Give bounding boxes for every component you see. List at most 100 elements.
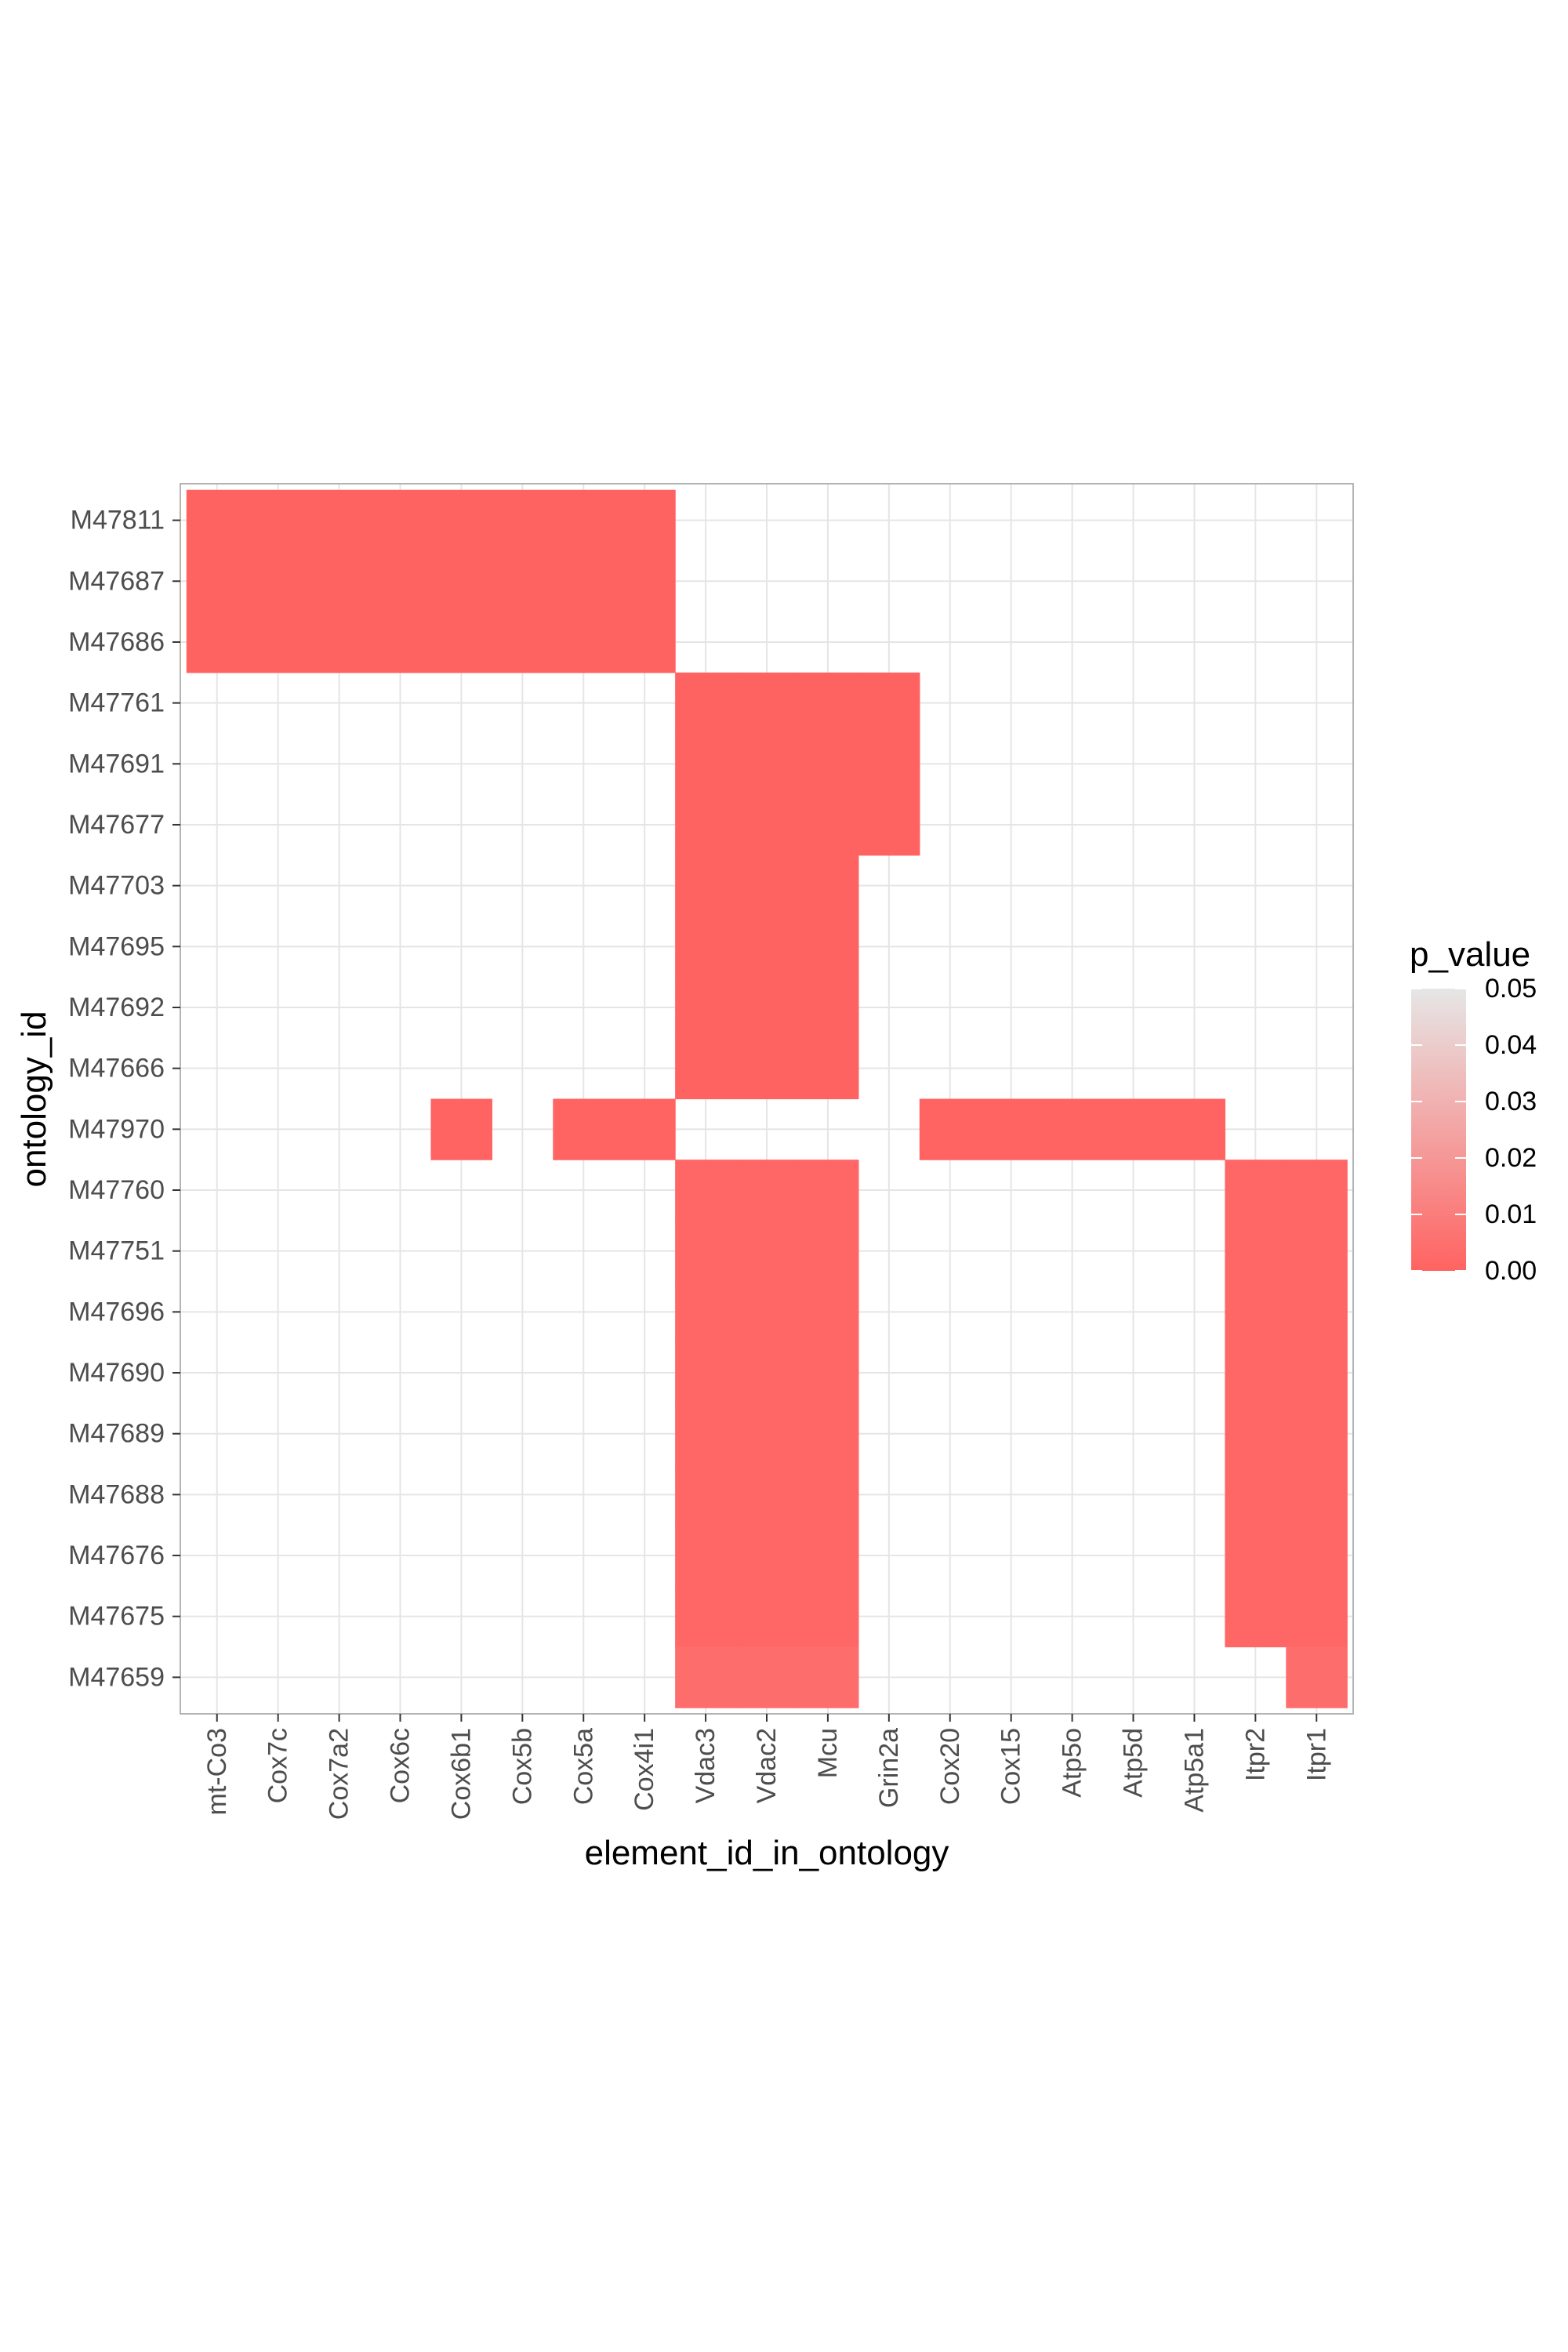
heatmap-cell	[492, 489, 554, 552]
heatmap-cell	[675, 1281, 737, 1343]
heatmap-cell	[797, 733, 859, 795]
x-tick-label: Atp5o	[1058, 1728, 1087, 1798]
heatmap-cell	[797, 1585, 859, 1648]
y-tick-label: M47692	[68, 993, 165, 1022]
x-tick-label: Cox5a	[568, 1728, 598, 1805]
heatmap-cell	[675, 794, 737, 856]
heatmap-cell	[1225, 1403, 1287, 1465]
heatmap-cell	[430, 612, 492, 673]
heatmap-cell	[736, 1342, 798, 1404]
heatmap-cell	[736, 916, 798, 978]
heatmap-cell	[675, 1403, 737, 1465]
heatmap-cell	[736, 1646, 798, 1708]
heatmap-cell	[675, 1160, 737, 1221]
heatmap-cell	[430, 1098, 492, 1160]
heatmap-cell	[1286, 1464, 1348, 1526]
x-tick-label: Cox6c	[386, 1728, 416, 1803]
heatmap-cell	[1286, 1585, 1348, 1648]
y-tick-label: M47811	[71, 506, 165, 535]
legend-tick-label: 0.02	[1485, 1143, 1537, 1173]
x-tick-label: Cox4i1	[630, 1728, 659, 1811]
heatmap-cell	[736, 1403, 798, 1465]
heatmap-cell	[1286, 1281, 1348, 1343]
heatmap-cell	[919, 1098, 982, 1160]
heatmap-cell	[736, 1281, 798, 1343]
x-tick-label: Atp5d	[1119, 1728, 1149, 1798]
x-tick-label: Itpr1	[1301, 1728, 1331, 1781]
heatmap-cell	[980, 1098, 1043, 1160]
heatmap-cell	[858, 794, 920, 856]
y-tick-label: M47703	[68, 871, 165, 901]
heatmap-cell	[797, 794, 859, 856]
heatmap-cell	[553, 612, 615, 673]
x-tick-label: Vdac3	[691, 1728, 720, 1803]
heatmap-cell	[675, 672, 737, 735]
heatmap-cell	[1225, 1220, 1287, 1283]
y-tick-label: M47675	[68, 1602, 165, 1632]
heatmap-cell	[492, 550, 554, 612]
heatmap-cell	[675, 1525, 737, 1587]
heatmap-cell	[1286, 1646, 1348, 1708]
heatmap-cell	[736, 1585, 798, 1648]
heatmap-cell	[797, 1220, 859, 1283]
legend-tick-label: 0.00	[1485, 1256, 1537, 1286]
y-tick-label: M47695	[68, 931, 165, 961]
x-tick-label: Cox7a2	[325, 1728, 354, 1820]
heatmap-cell	[308, 550, 371, 612]
x-tick-label: Cox5b	[507, 1728, 537, 1805]
y-tick-label: M47686	[68, 627, 165, 657]
heatmap-cell	[430, 550, 492, 612]
x-tick-label: Cox7c	[263, 1728, 293, 1803]
heatmap-cell	[736, 855, 798, 917]
heatmap-cell	[553, 489, 615, 552]
heatmap-cell	[675, 977, 737, 1039]
heatmap-cell	[797, 1342, 859, 1404]
heatmap-cell	[1286, 1403, 1348, 1465]
heatmap-cell	[369, 612, 432, 673]
y-tick-label: M47688	[68, 1479, 165, 1509]
heatmap-cell	[1225, 1585, 1287, 1648]
heatmap-cell	[430, 489, 492, 552]
y-tick-label: M47659	[68, 1662, 165, 1692]
heatmap-cell	[614, 550, 676, 612]
legend-tick-label: 0.05	[1485, 974, 1537, 1004]
heatmap-cell	[492, 612, 554, 673]
heatmap-cell	[1225, 1160, 1287, 1221]
heatmap-cell	[675, 1220, 737, 1283]
heatmap-cell	[797, 1403, 859, 1465]
heatmap-cells	[186, 489, 1348, 1708]
heatmap-cell	[1163, 1098, 1225, 1160]
heatmap-cell	[186, 612, 249, 673]
y-tick-label: M47687	[68, 566, 165, 596]
heatmap-cell	[308, 489, 371, 552]
heatmap-cell	[797, 1281, 859, 1343]
heatmap-cell	[797, 1646, 859, 1708]
x-tick-label: mt-Co3	[202, 1728, 232, 1815]
heatmap-cell	[797, 672, 859, 735]
y-axis-title: ontology_id	[15, 1011, 53, 1187]
heatmap-cell	[186, 550, 249, 612]
heatmap-cell	[675, 1646, 737, 1708]
heatmap-cell	[1286, 1342, 1348, 1404]
legend-tick-label: 0.03	[1485, 1087, 1537, 1116]
heatmap-cell	[858, 672, 920, 735]
legend-tick-label: 0.04	[1485, 1030, 1537, 1060]
heatmap-cell	[1286, 1160, 1348, 1221]
heatmap-cell	[1225, 1281, 1287, 1343]
y-tick-label: M47689	[68, 1419, 165, 1449]
x-tick-label: Vdac2	[752, 1728, 782, 1803]
y-tick-label: M47696	[68, 1297, 165, 1327]
x-tick-label: Atp5a1	[1179, 1728, 1209, 1813]
heatmap-cell	[675, 855, 737, 917]
x-tick-label: Cox20	[935, 1728, 965, 1805]
heatmap-cell	[553, 1098, 615, 1160]
heatmap-cell	[614, 1098, 676, 1160]
heatmap-cell	[247, 489, 310, 552]
legend-ticks: 0.05 0.04 0.03 0.02 0.01 0.00	[1411, 974, 1537, 1286]
heatmap-cell	[675, 733, 737, 795]
y-tick-label: M47761	[68, 688, 165, 718]
heatmap-cell	[553, 550, 615, 612]
heatmap-cell	[736, 1220, 798, 1283]
heatmap-cell	[1286, 1220, 1348, 1283]
